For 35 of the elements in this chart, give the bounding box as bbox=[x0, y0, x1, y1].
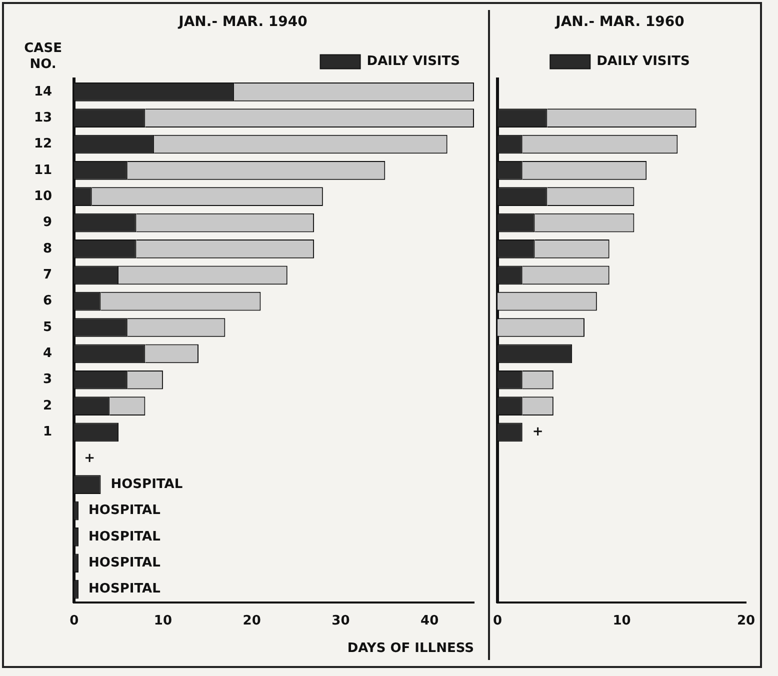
data-label: HOSPITAL bbox=[110, 476, 183, 492]
y-tick-label: 11 bbox=[34, 162, 52, 178]
data-label: + bbox=[84, 450, 95, 466]
y-tick-label: 3 bbox=[43, 372, 52, 388]
legend-label: DAILY VISITS bbox=[596, 54, 690, 70]
data-label: HOSPITAL bbox=[88, 582, 160, 597]
x-tick-label: 10 bbox=[154, 614, 172, 629]
y-tick-label: 14 bbox=[34, 84, 52, 100]
chart-title: JAN.- MAR. 1960 bbox=[554, 14, 685, 30]
x-tick-label: 0 bbox=[493, 614, 502, 629]
x-tick-label: 20 bbox=[736, 614, 756, 629]
chart-title: JAN.- MAR. 1940 bbox=[178, 14, 308, 30]
x-axis-title: DAYS OF ILLNESS bbox=[347, 641, 474, 656]
data-label: + bbox=[532, 424, 544, 440]
y-axis-title: CASE NO. bbox=[24, 41, 62, 72]
x-tick-label: 30 bbox=[332, 614, 350, 629]
x-tick-label: 0 bbox=[70, 614, 79, 629]
y-tick-label: 10 bbox=[34, 188, 52, 204]
y-tick-label: 13 bbox=[34, 110, 52, 126]
y-tick-label: 12 bbox=[34, 136, 52, 152]
x-tick-label: 10 bbox=[612, 614, 631, 629]
x-tick-label: 40 bbox=[420, 614, 439, 629]
legend-label: DAILY VISITS bbox=[366, 54, 460, 70]
y-tick-label: 6 bbox=[43, 294, 52, 309]
y-tick-label: 7 bbox=[43, 268, 52, 283]
data-label: HOSPITAL bbox=[88, 503, 160, 518]
y-tick-label: 4 bbox=[43, 346, 52, 362]
y-tick-label: 1 bbox=[43, 424, 52, 440]
data-label: HOSPITAL bbox=[88, 556, 160, 571]
data-label: HOSPITAL bbox=[88, 529, 160, 544]
x-tick-label: 20 bbox=[242, 614, 261, 629]
y-tick-label: 9 bbox=[43, 215, 52, 230]
y-tick-label: 2 bbox=[43, 398, 52, 414]
y-tick-label: 8 bbox=[43, 241, 52, 256]
y-tick-label: 5 bbox=[43, 320, 52, 335]
